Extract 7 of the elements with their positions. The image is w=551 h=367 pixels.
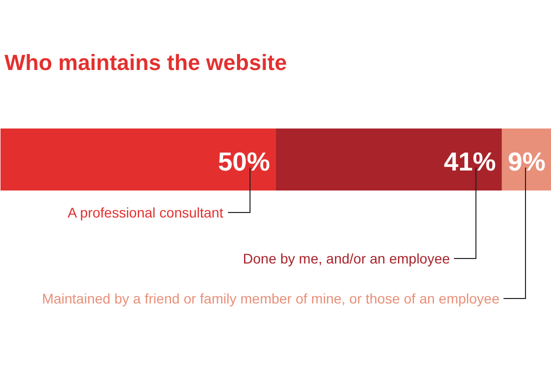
text: Maintained by a friend or family member of mine, or those of an employee [42, 290, 500, 306]
text: Done by me, and/or an employee [242, 250, 450, 266]
data-label: 9% [508, 146, 546, 176]
chart-title: Who maintains the website [4, 50, 287, 75]
series-label: A professional consultant [68, 204, 224, 220]
data-label: 41% [444, 146, 496, 176]
data-label: 50% [218, 146, 270, 176]
